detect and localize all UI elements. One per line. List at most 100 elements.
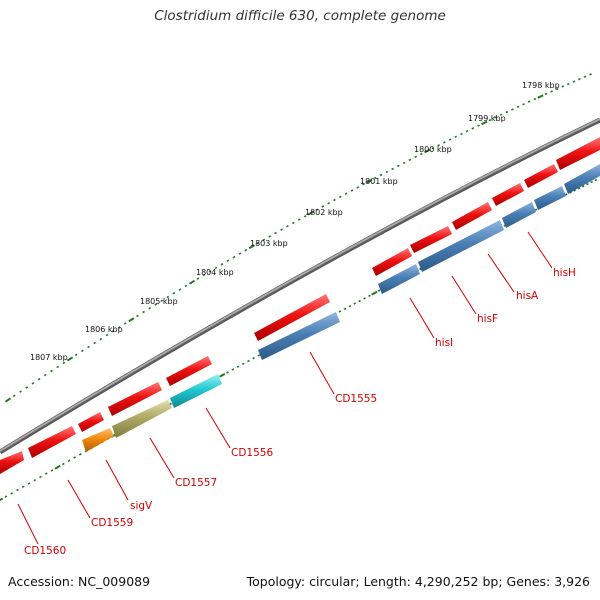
major-tick — [481, 120, 488, 126]
minor-tick — [589, 73, 592, 76]
major-tick — [371, 290, 378, 296]
feature-arrow-hisF[interactable] — [418, 220, 504, 272]
minor-tick — [33, 478, 37, 482]
minor-tick — [256, 242, 260, 245]
feature-arrow-hisI[interactable] — [378, 264, 420, 294]
minor-tick — [420, 152, 423, 156]
feature-arrow[interactable] — [78, 412, 104, 432]
minor-tick — [62, 361, 66, 365]
feature-arrow[interactable] — [166, 356, 212, 386]
minor-tick — [78, 453, 82, 456]
scale-label: 1799 kbp — [468, 114, 506, 123]
outer-scale-ticks — [4, 73, 592, 403]
minor-tick — [148, 307, 151, 310]
gene-label-CD1560[interactable]: CD1560 — [24, 545, 66, 557]
gene-label-CD1559[interactable]: CD1559 — [91, 517, 133, 529]
major-tick — [424, 148, 431, 154]
minor-tick — [247, 359, 250, 363]
minor-tick — [431, 146, 435, 150]
minor-tick — [50, 469, 54, 472]
feature-arrow[interactable] — [564, 164, 600, 194]
feature-arrow[interactable] — [524, 164, 558, 188]
minor-tick — [303, 215, 307, 218]
minor-tick — [208, 270, 212, 273]
feature-arrow[interactable] — [452, 202, 492, 230]
minor-tick — [274, 231, 277, 235]
feature-arrow[interactable] — [254, 294, 330, 341]
minor-tick — [516, 105, 520, 109]
feature-arrow[interactable] — [492, 183, 524, 206]
minor-tick — [268, 235, 272, 238]
minor-tick — [244, 248, 248, 252]
minor-tick — [527, 100, 531, 103]
feature-arrow[interactable] — [0, 451, 24, 474]
minor-tick — [12, 394, 16, 398]
minor-tick — [363, 297, 366, 300]
forward-strand-features — [0, 137, 600, 474]
minor-tick — [586, 182, 589, 186]
feature-arrow-hisA[interactable] — [502, 202, 536, 228]
feature-arrow-hisH[interactable] — [534, 186, 566, 210]
major-tick — [4, 397, 12, 403]
minor-tick — [166, 295, 170, 299]
minor-tick — [577, 187, 581, 190]
minor-tick — [499, 113, 503, 116]
scale-label: 1806 kbp — [85, 325, 123, 334]
minor-tick — [522, 103, 525, 106]
major-tick — [54, 464, 61, 470]
minor-tick — [196, 277, 200, 280]
gene-label-CD1556[interactable]: CD1556 — [231, 447, 273, 459]
minor-tick — [573, 189, 577, 192]
minor-tick — [67, 459, 71, 463]
accession-text: Accession: NC_009089 — [8, 574, 151, 589]
feature-arrow-sigV[interactable] — [82, 428, 114, 452]
minor-tick — [315, 208, 319, 211]
feature-arrow[interactable] — [372, 248, 412, 276]
feature-arrow[interactable] — [108, 382, 162, 416]
minor-tick — [184, 284, 188, 288]
minor-tick — [61, 462, 65, 466]
major-tick — [537, 94, 544, 99]
minor-tick — [544, 92, 548, 96]
feature-arrow[interactable] — [28, 426, 76, 458]
reverse-strand-features — [82, 164, 600, 452]
map-title: Clostridium difficile 630, complete geno… — [154, 8, 446, 24]
gene-label-CD1555[interactable]: CD1555 — [335, 393, 377, 405]
minor-tick — [25, 386, 29, 389]
feature-arrow-CD1556[interactable] — [170, 374, 222, 408]
minor-tick — [594, 178, 598, 182]
feature-arrow-CD1557[interactable] — [112, 400, 172, 438]
minor-tick — [236, 365, 240, 368]
minor-tick — [241, 362, 245, 366]
scale-label: 1804 kbp — [196, 268, 234, 277]
feature-arrow[interactable] — [410, 226, 452, 253]
major-tick — [0, 497, 4, 502]
minor-tick — [350, 189, 354, 192]
minor-tick — [178, 288, 182, 291]
minor-tick — [291, 221, 295, 225]
gene-labels: hisH hisA hisF hisI CD1555 CD1556 CD1557… — [24, 267, 576, 557]
minor-tick — [327, 201, 330, 205]
minor-tick — [578, 77, 581, 81]
minor-tick — [16, 488, 19, 492]
major-tick — [219, 373, 226, 378]
gene-label-hisA[interactable]: hisA — [516, 290, 539, 302]
gene-label-CD1557[interactable]: CD1557 — [175, 477, 217, 489]
gene-label-sigV[interactable]: sigV — [130, 500, 153, 512]
minor-tick — [19, 390, 22, 393]
feature-arrow[interactable] — [556, 137, 600, 170]
minor-tick — [471, 127, 475, 130]
minor-tick — [87, 345, 90, 349]
minor-tick — [465, 129, 469, 133]
major-tick — [248, 244, 255, 250]
gene-label-hisI[interactable]: hisI — [435, 337, 453, 349]
gene-label-hisF[interactable]: hisF — [477, 313, 498, 325]
feature-arrow-CD1555[interactable] — [258, 312, 340, 360]
minor-tick — [550, 90, 553, 93]
gene-label-hisH[interactable]: hisH — [553, 267, 576, 279]
minor-tick — [344, 192, 348, 195]
minor-tick — [561, 85, 565, 88]
minor-tick — [80, 349, 84, 353]
major-tick — [307, 210, 315, 216]
